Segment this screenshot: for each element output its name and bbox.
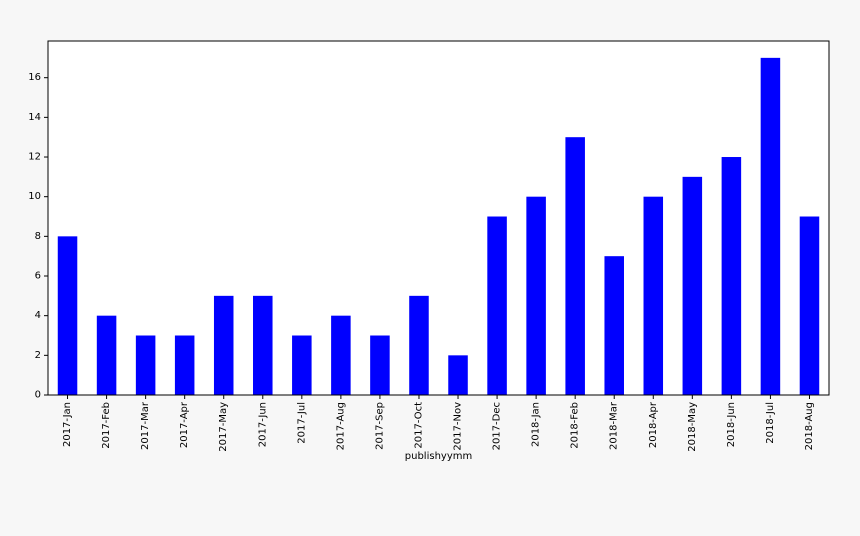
y-axis: 0 2 4 6 8 10 12 14 16: [28, 72, 48, 401]
y-tick-label: 16: [28, 72, 41, 83]
x-tick-label: 2017-Oct: [413, 402, 424, 449]
x-tick-label: 2018-Jul: [765, 402, 776, 444]
bar: [292, 335, 312, 395]
bar: [721, 157, 742, 395]
x-tick-label: 2017-Jul: [296, 402, 307, 444]
x-tick-label: 2018-Apr: [648, 401, 659, 448]
bar: [213, 295, 234, 395]
bars-group: [57, 57, 820, 395]
y-tick-label: 14: [28, 112, 41, 123]
x-tick-label: 2018-May: [687, 402, 698, 452]
x-tick-label: 2018-Jun: [726, 402, 737, 447]
x-tick-label: 2017-Feb: [101, 402, 112, 449]
x-tick-label: 2018-Mar: [609, 401, 620, 450]
y-tick-label: 2: [35, 350, 41, 361]
x-tick-label: 2018-Jan: [531, 402, 542, 447]
x-axis-label: publishyymm: [405, 451, 472, 462]
bar: [799, 216, 820, 395]
x-tick-label: 2017-Nov: [453, 402, 464, 451]
y-tick-label: 4: [35, 310, 41, 321]
x-tick-label: 2017-Jun: [257, 402, 268, 447]
bar: [682, 176, 703, 395]
bar: [604, 256, 624, 395]
bar: [565, 137, 585, 395]
x-tick-label: 2017-Mar: [140, 401, 151, 450]
bar: [253, 295, 273, 395]
bar: [135, 335, 156, 395]
x-tick-label: 2017-Dec: [492, 402, 503, 450]
plot-frame: [47, 40, 830, 396]
plot-area: [48, 41, 829, 395]
bar: [760, 57, 781, 395]
x-tick-label: 2017-Apr: [179, 401, 190, 448]
y-tick-label: 10: [28, 191, 41, 202]
x-tick-label: 2017-May: [218, 402, 229, 452]
y-tick-label: 12: [28, 152, 41, 163]
x-tick-label: 2018-Feb: [570, 402, 581, 449]
x-tick-label: 2017-Jan: [62, 402, 73, 447]
bar: [370, 335, 390, 395]
x-tick-label: 2017-Aug: [335, 402, 346, 450]
bar: [643, 196, 664, 395]
bar: [409, 295, 429, 395]
y-tick-label: 8: [35, 231, 41, 242]
x-axis: 2017-Jan 2017-Feb 2017-Mar 2017-Apr 2017-May…: [62, 395, 815, 452]
bar: [526, 196, 546, 395]
x-tick-label: 2018-Aug: [804, 402, 815, 450]
y-tick-label: 6: [35, 271, 41, 282]
bar: [487, 216, 507, 395]
bar: [331, 315, 351, 395]
bar: [57, 236, 78, 395]
bar: [174, 335, 195, 395]
x-tick-label: 2017-Sep: [374, 402, 385, 450]
bar: [448, 355, 468, 395]
y-tick-label: 0: [35, 390, 41, 401]
bar: [96, 315, 117, 395]
